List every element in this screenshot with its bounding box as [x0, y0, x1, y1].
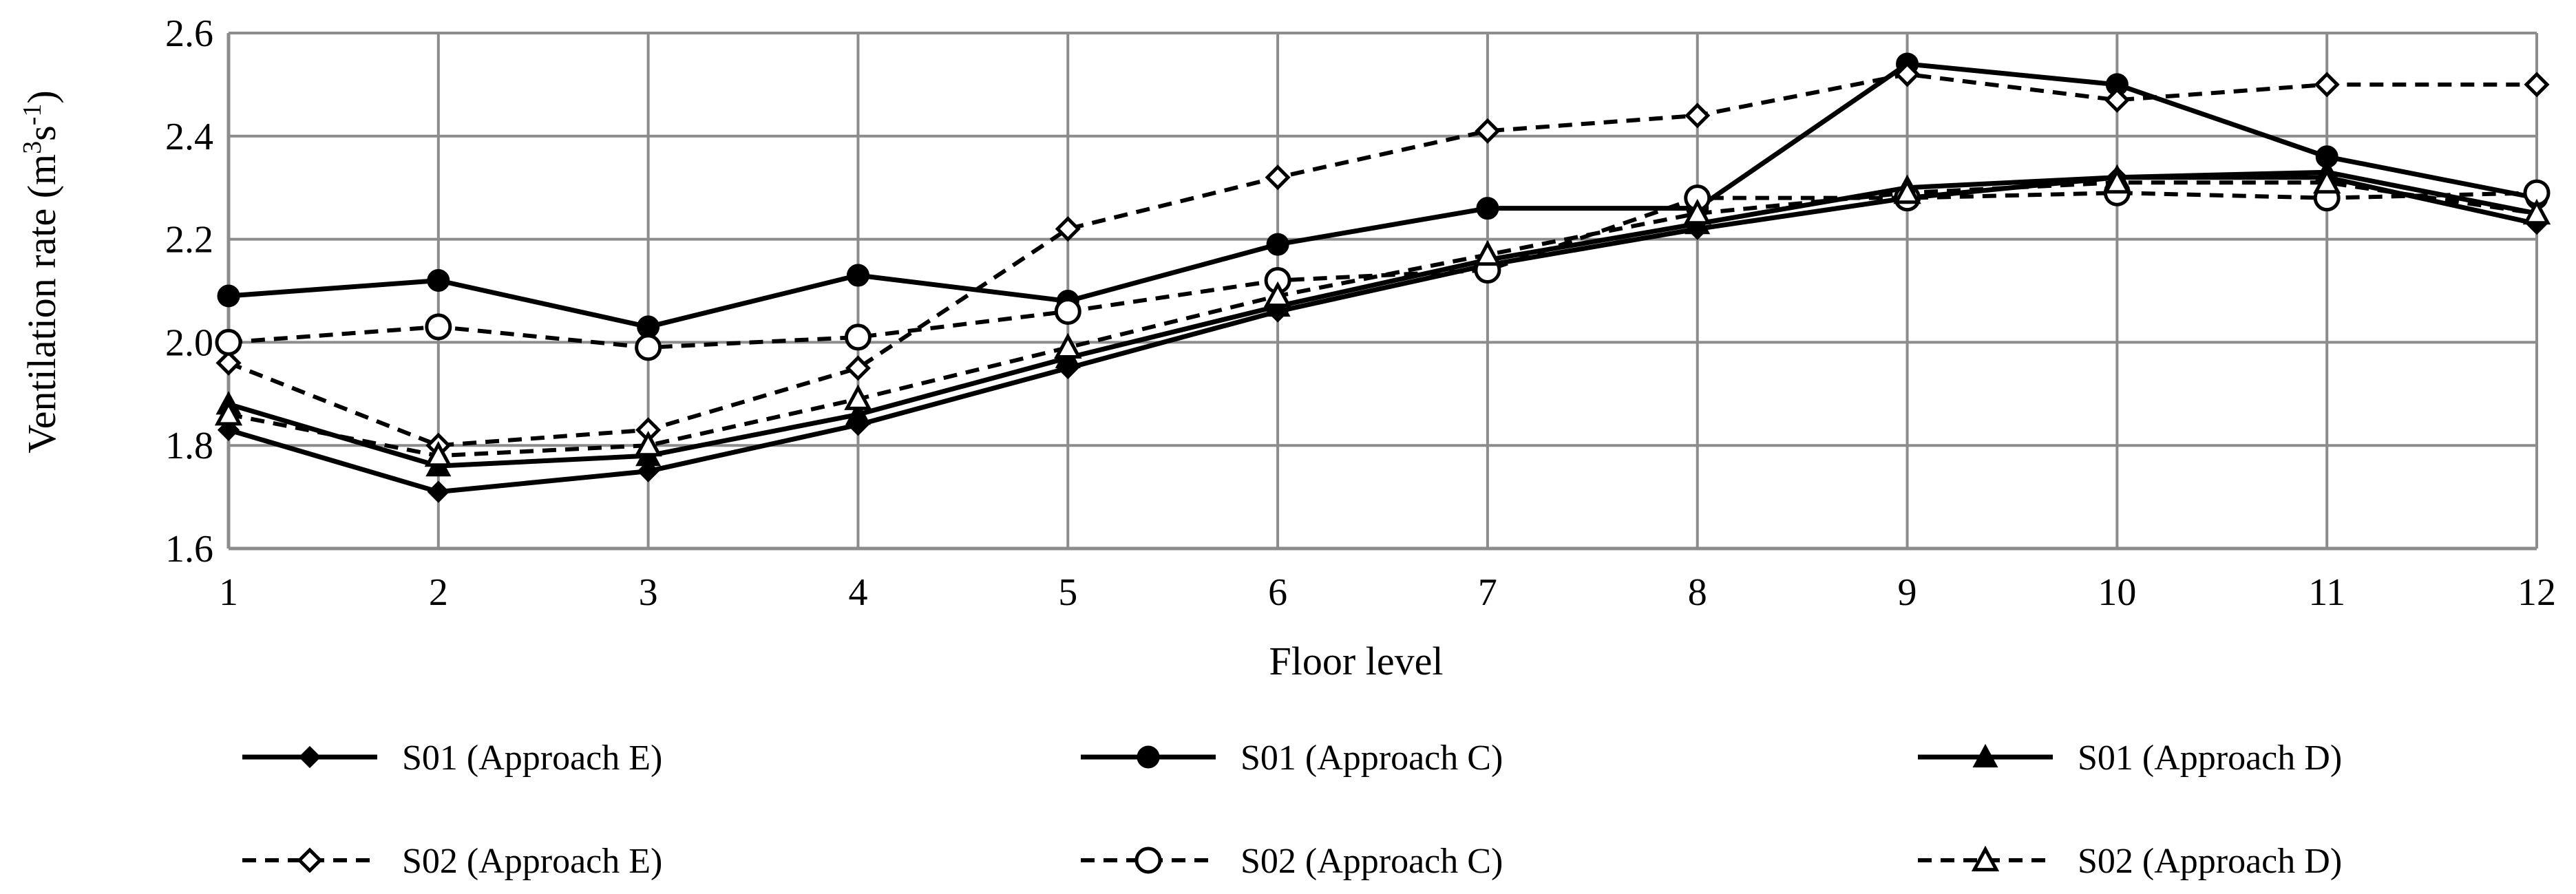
y-tick-label: 2.0	[165, 321, 213, 364]
x-tick-label: 4	[848, 571, 867, 614]
series-line	[227, 72, 2537, 448]
data-point	[424, 440, 453, 467]
x-tick-label: 11	[2308, 571, 2345, 614]
legend-marker	[1972, 743, 1998, 768]
data-point	[1055, 216, 1081, 242]
data-point	[1475, 118, 1501, 144]
legend-label: S01 (Approach E)	[402, 738, 662, 778]
data-point	[1893, 178, 1921, 204]
data-point	[1265, 164, 1291, 191]
legend-marker	[298, 745, 321, 769]
x-tick-label: 12	[2517, 571, 2556, 614]
data-point	[2103, 167, 2131, 194]
legend-item: S02 (Approach D)	[1918, 842, 2342, 881]
y-tick-label: 2.4	[165, 116, 213, 158]
data-point	[1683, 198, 1711, 225]
x-tick-label: 5	[1058, 571, 1077, 614]
series-4	[215, 61, 2550, 458]
data-point	[1473, 240, 1502, 266]
data-point	[1054, 332, 1082, 359]
data-point	[846, 264, 869, 287]
series	[214, 52, 2551, 503]
data-point	[215, 350, 242, 376]
data-point	[1476, 197, 1499, 220]
legend: S01 (Approach E) S01 (Approach C) S01 (App…	[242, 738, 2342, 881]
legend-item: S02 (Approach C)	[1081, 842, 1503, 881]
series-5	[215, 179, 2551, 361]
y-tick-label: 2.6	[165, 12, 213, 55]
data-point	[2104, 87, 2130, 113]
data-point	[214, 400, 243, 426]
data-point	[1263, 281, 1292, 308]
x-tick-label: 2	[429, 571, 448, 614]
series-line	[228, 180, 2537, 458]
y-axis-title: Ventilation rate (m3s-1)	[18, 90, 64, 453]
x-tick-label: 3	[639, 571, 658, 614]
legend-label: S01 (Approach C)	[1241, 738, 1503, 778]
y-tick-label: 1.6	[165, 528, 213, 571]
legend-item: S01 (Approach C)	[1081, 738, 1503, 778]
series-line	[228, 191, 2537, 350]
data-point	[634, 430, 662, 457]
data-point	[844, 323, 872, 351]
x-tick-label: 8	[1688, 571, 1707, 614]
legend-marker	[297, 847, 323, 873]
data-point	[2524, 72, 2550, 98]
data-point	[427, 480, 450, 503]
y-tick-label: 1.8	[165, 425, 213, 467]
data-point	[1894, 61, 1921, 87]
x-tick-label: 9	[1898, 571, 1917, 614]
legend-item: S01 (Approach D)	[1918, 738, 2342, 778]
data-point	[2522, 198, 2551, 225]
data-point	[427, 269, 450, 292]
legend-marker	[1137, 745, 1160, 769]
data-point	[845, 401, 871, 425]
data-point	[1266, 233, 1289, 256]
x-tick-label: 7	[1478, 571, 1497, 614]
x-tick-label: 10	[2098, 571, 2136, 614]
y-axis-title-main: Ventilation rate (m	[19, 154, 64, 454]
y-axis-title-end: )	[19, 90, 64, 103]
x-tick-label: 6	[1268, 571, 1287, 614]
y-axis-title-sup2: -1	[18, 104, 47, 126]
y-axis-title-mid: s	[19, 125, 64, 141]
series-6	[214, 167, 2551, 467]
y-axis-title-sup1: 3	[18, 141, 47, 154]
series-3	[215, 159, 2550, 477]
data-point	[217, 284, 240, 308]
legend-label: S02 (Approach C)	[1241, 842, 1503, 881]
data-point	[1685, 103, 1711, 129]
data-point	[2314, 72, 2340, 98]
data-point	[215, 328, 242, 356]
legend-label: S02 (Approach D)	[2078, 842, 2342, 881]
tick-labels: 1.61.82.02.22.42.61 2 3 4 5 6 7 8 9 10 11 12	[165, 12, 2556, 614]
x-tick-label: 1	[219, 571, 238, 614]
grid	[227, 32, 2538, 550]
legend-marker	[1971, 845, 2000, 872]
legend-item: S01 (Approach E)	[242, 738, 662, 778]
legend-label: S02 (Approach E)	[402, 842, 662, 881]
x-axis-title: Floor level	[1269, 639, 1444, 683]
legend-label: S01 (Approach D)	[2078, 738, 2342, 778]
data-point	[2312, 167, 2341, 194]
series-line	[228, 169, 2537, 469]
data-point	[844, 384, 872, 410]
data-point	[425, 313, 452, 341]
legend-marker	[1134, 847, 1162, 874]
y-tick-label: 2.2	[165, 219, 213, 262]
data-point	[845, 355, 871, 381]
data-point	[637, 460, 659, 482]
data-point	[635, 334, 662, 361]
data-point	[1054, 297, 1081, 325]
legend-item: S02 (Approach E)	[242, 842, 662, 881]
